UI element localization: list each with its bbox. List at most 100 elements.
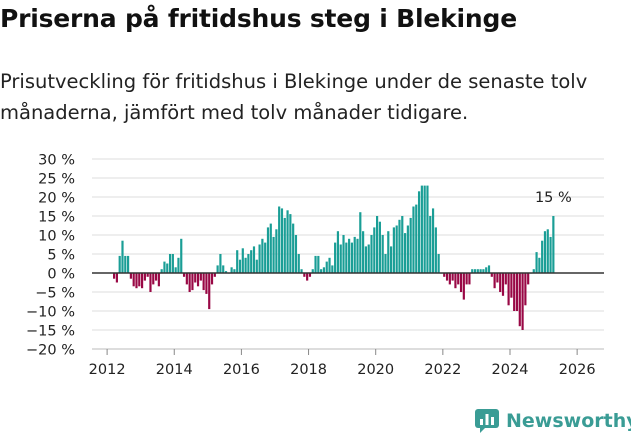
bar: [541, 240, 544, 273]
bar: [328, 257, 331, 273]
y-tick-label: 10 %: [38, 229, 75, 245]
bar: [501, 273, 505, 296]
bar: [264, 242, 267, 273]
bar: [241, 248, 244, 273]
bar: [471, 269, 474, 273]
bar: [283, 217, 286, 273]
bar: [524, 273, 527, 306]
y-tick-label: 20 %: [38, 191, 75, 207]
bar: [334, 242, 337, 273]
bar: [493, 273, 496, 289]
bar: [485, 267, 488, 273]
bar: [490, 273, 493, 277]
y-tick-label: 5 %: [47, 248, 75, 264]
x-tick-label: 2018: [290, 362, 327, 378]
bar: [348, 238, 351, 273]
bar: [476, 269, 479, 273]
bar: [238, 259, 242, 273]
bar: [308, 273, 312, 277]
bar: [322, 267, 326, 273]
bar: [362, 231, 365, 273]
brand-name: Newsworthy: [506, 410, 631, 432]
bar: [510, 273, 513, 298]
bar: [336, 231, 340, 273]
bar: [115, 273, 118, 283]
bar: [261, 238, 264, 273]
bar: [515, 273, 519, 311]
bar: [417, 191, 421, 273]
bar: [364, 246, 367, 273]
bar: [359, 212, 362, 273]
bar: [182, 273, 186, 277]
bar: [538, 257, 541, 273]
x-tick-label: 2020: [357, 362, 394, 378]
bar: [317, 255, 320, 273]
bar: [465, 273, 468, 285]
bar: [275, 229, 278, 273]
bar: [132, 273, 135, 287]
bar: [384, 254, 387, 273]
y-tick-label: 25 %: [38, 172, 75, 188]
bar: [378, 221, 381, 273]
bar: [552, 216, 555, 273]
bar: [389, 246, 393, 273]
bar: [415, 204, 418, 273]
bar: [168, 254, 172, 273]
y-axis-labels: −20 % −15 % −10 % −5 % 0 % 5 % 10 % 15 % 20 % 25 …: [26, 153, 75, 359]
bar: [152, 273, 155, 285]
bar: [138, 273, 141, 287]
gridlines: [92, 158, 604, 350]
bar: [325, 261, 328, 273]
bar: [468, 273, 471, 285]
bar: [367, 244, 370, 273]
chart-subtitle: Prisutveckling för fritidshus i Blekinge…: [0, 70, 588, 124]
bar: [496, 273, 499, 283]
bar: [199, 273, 202, 281]
bar: [269, 223, 272, 273]
bar: [222, 265, 225, 273]
bar: [448, 273, 451, 285]
bar: [353, 236, 356, 273]
bar: [412, 206, 415, 273]
bar: [129, 273, 132, 279]
bar: [208, 273, 211, 310]
bar: [202, 273, 205, 291]
bar: [395, 225, 398, 273]
x-tick-label: 2024: [492, 362, 529, 378]
brand-logo: Newsworthy: [474, 408, 631, 434]
bar: [401, 216, 404, 273]
bar: [124, 255, 127, 273]
bar: [398, 219, 401, 273]
bar: [350, 242, 354, 273]
bar: [118, 255, 121, 273]
bar: [166, 263, 169, 273]
x-tick-label: 2012: [89, 362, 126, 378]
bar: [535, 252, 538, 273]
bar: [177, 257, 180, 273]
bar: [454, 273, 457, 289]
bar: [255, 259, 258, 273]
x-tick-label: 2022: [424, 362, 461, 378]
bar: [244, 257, 247, 273]
bar: [174, 267, 177, 273]
bar: [406, 225, 409, 273]
chart-title: Priserna på fritidshus steg i Blekinge: [0, 4, 517, 33]
bar: [191, 273, 194, 291]
bar: [266, 227, 270, 273]
bar: [499, 273, 502, 292]
bar: [286, 210, 289, 273]
bar: [462, 273, 465, 300]
bar: [409, 217, 412, 273]
bar: [163, 261, 166, 273]
bar: [434, 227, 437, 273]
bar: [236, 250, 239, 273]
bar: [294, 235, 298, 273]
bar: [278, 206, 281, 273]
bar: [507, 273, 510, 306]
bar: [543, 231, 547, 273]
bar: [314, 255, 317, 273]
annotation-label: 15 %: [535, 190, 572, 206]
bar: [482, 269, 485, 273]
bar: [532, 269, 535, 273]
